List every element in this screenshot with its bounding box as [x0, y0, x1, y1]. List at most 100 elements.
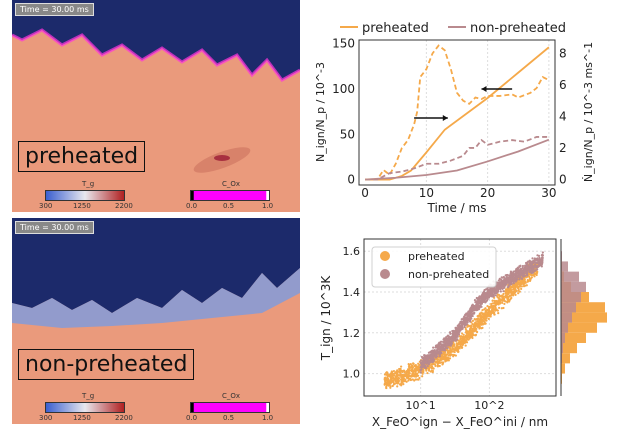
scatter-point	[500, 307, 503, 310]
scatter-point	[504, 288, 508, 291]
scatter-point	[445, 336, 448, 339]
scatter-point	[501, 287, 505, 290]
scatter-point	[438, 355, 441, 358]
scatter-point	[483, 297, 486, 300]
scatter-point	[479, 301, 483, 304]
scatter-point	[430, 367, 433, 370]
scatter-point	[442, 352, 446, 355]
scatter-point	[459, 324, 463, 327]
scatter-point	[460, 318, 463, 321]
scatter-point	[454, 346, 457, 349]
scatter-point	[386, 371, 389, 374]
scatter-point	[429, 350, 432, 354]
scatter-point	[391, 372, 394, 375]
scatter-point	[392, 383, 395, 386]
scatter-point	[523, 272, 526, 275]
scatter-point	[511, 286, 514, 289]
scatter-point	[487, 306, 491, 309]
scatter-point	[420, 355, 424, 359]
scatter-point	[541, 254, 544, 257]
scatter-point	[395, 378, 399, 382]
histogram-bar	[561, 353, 570, 364]
histogram-bar	[561, 312, 607, 323]
scatter-point	[528, 267, 532, 270]
cox-tick: 0.0	[186, 414, 198, 422]
scatter-point	[525, 284, 528, 287]
scatter-point	[534, 273, 537, 276]
scatter-series-non-preheated	[419, 251, 544, 374]
series-line-non-preheated-rate	[365, 136, 549, 181]
scatter-point	[451, 338, 454, 341]
scatter-point	[528, 263, 531, 266]
scatter-point	[439, 342, 442, 345]
y-tick-label: 1.2	[343, 327, 361, 340]
scatter-point	[502, 306, 505, 310]
scatter-point	[466, 335, 469, 339]
scatter-point	[520, 277, 524, 280]
histogram-bar	[561, 322, 568, 333]
scatter-point	[528, 277, 531, 280]
scatter-point	[476, 305, 480, 308]
scatter-point	[385, 373, 388, 376]
x-tick-label: 10	[419, 186, 434, 200]
cox-tick: 1.0	[262, 414, 274, 422]
scatter-point	[465, 320, 468, 323]
scatter-point	[413, 369, 416, 373]
scatter-point	[419, 365, 422, 369]
y-tick-label: 0	[347, 173, 355, 187]
scatter-point	[427, 355, 430, 358]
scatter-point	[471, 319, 475, 322]
scatter-point	[537, 259, 540, 262]
temperature-field	[12, 218, 300, 424]
scatter-point	[458, 335, 461, 338]
scatter-point	[447, 338, 450, 341]
scatter-point	[461, 343, 464, 347]
scatter-point	[440, 356, 443, 360]
scatter-point	[391, 370, 394, 373]
scatter-point	[448, 354, 452, 357]
scatter-point	[473, 306, 477, 309]
scatter-point	[433, 352, 436, 355]
simulation-panel-preheated: Time = 30.00 ms preheated T_g 300 1250 2…	[12, 0, 300, 212]
scatter-point	[445, 359, 448, 362]
x-axis-label: Time / ms	[427, 201, 487, 215]
scatter-point	[516, 266, 519, 269]
cox-colorbar-title: C_Ox	[222, 180, 241, 188]
tg-tick: 300	[39, 414, 53, 422]
scatter-point	[515, 277, 518, 280]
scatter-point	[437, 343, 440, 346]
scatter-point	[502, 292, 505, 296]
tg-colorbar	[45, 402, 125, 413]
scatter-point	[483, 316, 486, 319]
scatter-point	[423, 361, 426, 364]
scatter-point	[476, 330, 479, 334]
scatter-point	[447, 359, 450, 362]
scatter-point	[450, 342, 454, 345]
scatter-point	[434, 361, 437, 364]
scatter-point	[525, 265, 528, 268]
legend-label: preheated	[408, 250, 465, 263]
scatter-point	[455, 342, 458, 345]
scatter-point	[536, 257, 539, 260]
scatter-point	[497, 303, 500, 306]
scatter-point	[464, 336, 467, 339]
scatter-point	[446, 353, 449, 356]
scatter-point	[457, 342, 461, 345]
scatter-point	[396, 385, 399, 388]
scatter-point	[510, 289, 513, 292]
scatter-point	[451, 330, 454, 333]
histogram-bar	[561, 342, 577, 354]
scatter-point	[530, 261, 533, 264]
scatter-point	[454, 330, 457, 333]
tg-colorbar-title: T_g	[82, 392, 95, 400]
scatter-point	[472, 304, 475, 307]
scatter-point	[486, 305, 489, 308]
scatter-point	[411, 366, 414, 369]
scatter-point	[488, 314, 491, 317]
scatter-point	[427, 361, 430, 364]
scatter-point	[415, 378, 419, 381]
scatter-point	[414, 371, 417, 375]
y-axis-label: N_ign/N_p / 10^-3	[314, 62, 327, 162]
scatter-point	[463, 341, 467, 344]
scatter-point	[461, 341, 464, 345]
